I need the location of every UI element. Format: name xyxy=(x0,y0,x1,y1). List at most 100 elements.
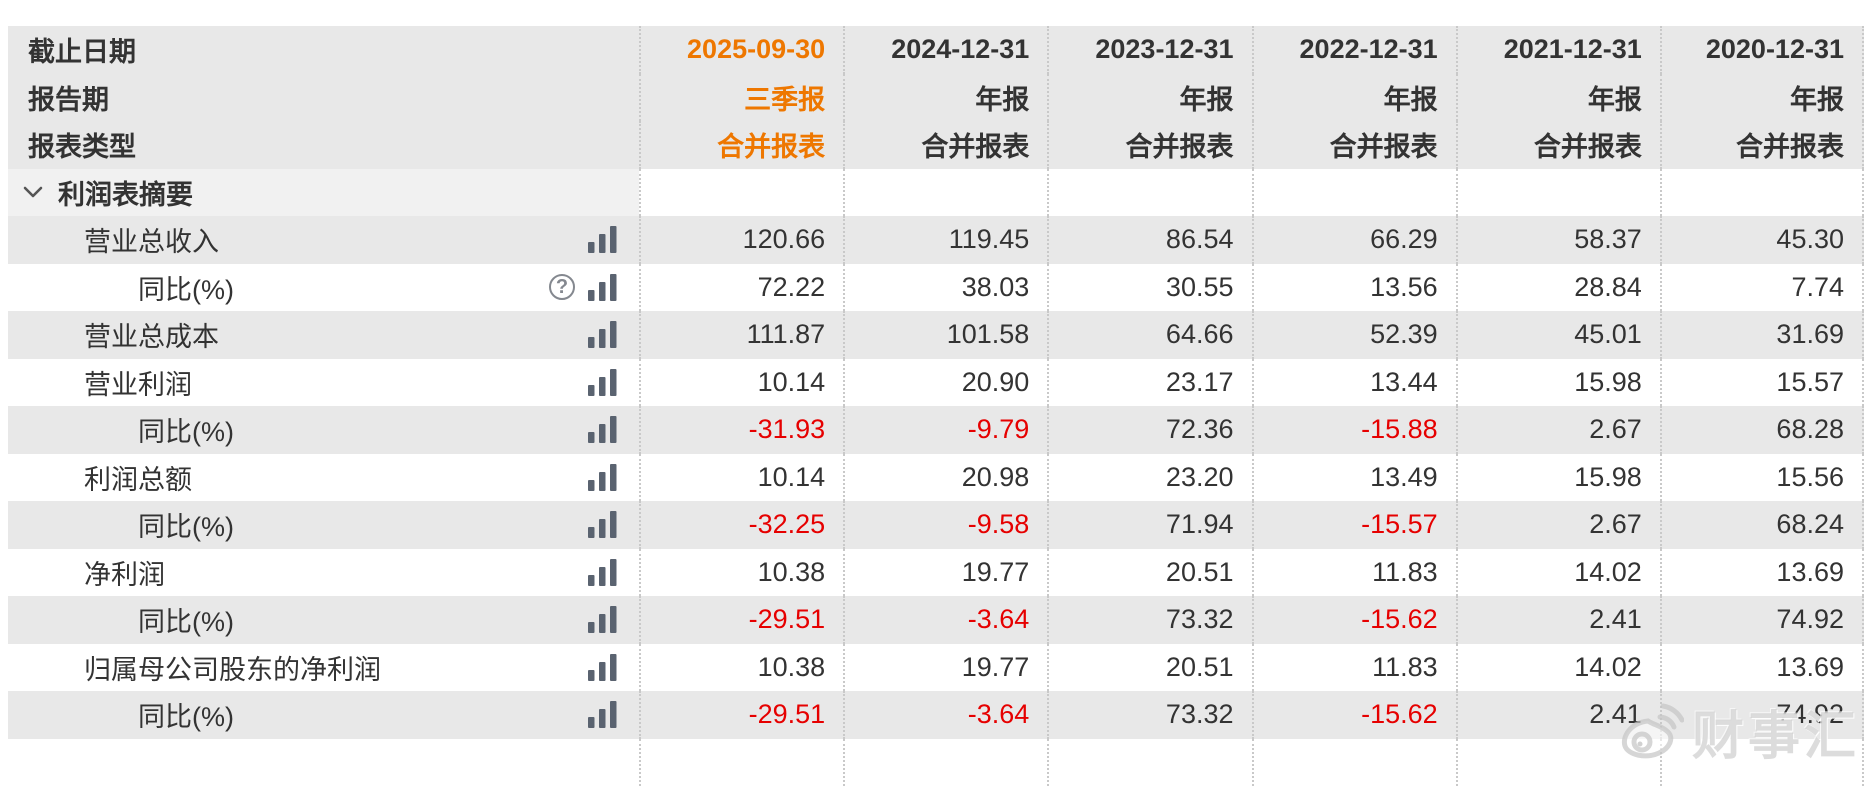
section-cell xyxy=(639,169,843,217)
value-cell: 120.66 xyxy=(639,216,843,264)
header-row-label: 截止日期 xyxy=(8,26,639,74)
value-cell: 45.30 xyxy=(1660,216,1864,264)
value-cell: -3.64 xyxy=(843,596,1047,644)
table-row-partial xyxy=(8,739,1864,786)
section-cell xyxy=(1660,169,1864,217)
value-cell: 13.69 xyxy=(1660,549,1864,597)
value-cell: -3.64 xyxy=(843,691,1047,739)
bar-chart-icon[interactable] xyxy=(588,511,619,538)
header-cell: 合并报表 xyxy=(1660,121,1864,169)
header-row: 报表类型 合并报表合并报表合并报表合并报表合并报表合并报表 xyxy=(8,121,1864,169)
help-icon[interactable]: ? xyxy=(549,274,575,300)
value-cell: -9.79 xyxy=(843,406,1047,454)
value-cell: 2.41 xyxy=(1456,691,1660,739)
header-cell: 合并报表 xyxy=(1252,121,1456,169)
chevron-down-icon[interactable] xyxy=(22,185,44,199)
value-cell: 28.84 xyxy=(1456,264,1660,312)
value-cell: 2.67 xyxy=(1456,406,1660,454)
bar-chart-icon[interactable] xyxy=(588,606,619,633)
value-cell: 20.90 xyxy=(843,359,1047,407)
value-cell: 64.66 xyxy=(1047,311,1251,359)
value-cell: 2.67 xyxy=(1456,501,1660,549)
header-row-label: 报告期 xyxy=(8,74,639,122)
value-cell: 86.54 xyxy=(1047,216,1251,264)
bar-chart-icon[interactable] xyxy=(588,274,619,301)
section-label-cell[interactable]: 利润表摘要 xyxy=(8,169,639,217)
value-cell: 74.92 xyxy=(1660,596,1864,644)
value-cell xyxy=(843,739,1047,786)
header-cell: 2021-12-31 xyxy=(1456,26,1660,74)
value-cell: 13.56 xyxy=(1252,264,1456,312)
value-cell: -15.88 xyxy=(1252,406,1456,454)
value-cell: -15.62 xyxy=(1252,596,1456,644)
bar-chart-icon[interactable] xyxy=(588,416,619,443)
bar-chart-icon[interactable] xyxy=(588,559,619,586)
header-cell: 合并报表 xyxy=(1456,121,1660,169)
value-cell: 101.58 xyxy=(843,311,1047,359)
value-cell: 11.83 xyxy=(1252,549,1456,597)
row-label: 利润总额 xyxy=(84,458,192,497)
value-cell: 73.32 xyxy=(1047,691,1251,739)
value-cell: -15.62 xyxy=(1252,691,1456,739)
value-cell: 15.57 xyxy=(1660,359,1864,407)
value-cell: 72.22 xyxy=(639,264,843,312)
value-cell: 20.51 xyxy=(1047,644,1251,692)
value-cell xyxy=(639,739,843,786)
row-label-cell: 营业总成本 xyxy=(8,311,639,359)
row-label-cell xyxy=(8,739,639,786)
section-title: 利润表摘要 xyxy=(58,173,193,212)
header-cell: 年报 xyxy=(1456,74,1660,122)
row-label: 营业利润 xyxy=(84,363,192,402)
row-label-cell: 同比(%) xyxy=(8,406,639,454)
row-label-cell: 利润总额 xyxy=(8,454,639,502)
bar-chart-icon[interactable] xyxy=(588,701,619,728)
section-cell xyxy=(1456,169,1660,217)
bar-chart-icon[interactable] xyxy=(588,654,619,681)
bar-chart-icon[interactable] xyxy=(588,464,619,491)
header-cell: 年报 xyxy=(1047,74,1251,122)
header-cell: 合并报表 xyxy=(843,121,1047,169)
header-cell: 年报 xyxy=(1252,74,1456,122)
value-cell: -9.58 xyxy=(843,501,1047,549)
header-cell: 年报 xyxy=(843,74,1047,122)
value-cell: 31.69 xyxy=(1660,311,1864,359)
bar-chart-icon[interactable] xyxy=(588,369,619,396)
value-cell: 19.77 xyxy=(843,549,1047,597)
header-cell: 2023-12-31 xyxy=(1047,26,1251,74)
header-cell: 合并报表 xyxy=(1047,121,1251,169)
bar-chart-icon[interactable] xyxy=(588,321,619,348)
value-cell: 68.28 xyxy=(1660,406,1864,454)
row-label: 同比(%) xyxy=(138,600,234,639)
bar-chart-icon[interactable] xyxy=(588,226,619,253)
header-cell: 2020-12-31 xyxy=(1660,26,1864,74)
value-cell: 19.77 xyxy=(843,644,1047,692)
value-cell xyxy=(1047,739,1251,786)
row-label: 营业总成本 xyxy=(84,315,219,354)
value-cell: 38.03 xyxy=(843,264,1047,312)
value-cell: 74.92 xyxy=(1660,691,1864,739)
value-cell: -15.57 xyxy=(1252,501,1456,549)
value-cell: 30.55 xyxy=(1047,264,1251,312)
row-label-cell: 净利润 xyxy=(8,549,639,597)
section-cell xyxy=(1047,169,1251,217)
row-label: 同比(%) xyxy=(138,505,234,544)
row-label: 归属母公司股东的净利润 xyxy=(84,648,381,687)
value-cell: 11.83 xyxy=(1252,644,1456,692)
value-cell: 58.37 xyxy=(1456,216,1660,264)
section-row-income-statement-summary[interactable]: 利润表摘要 xyxy=(8,169,1864,217)
header-cell: 2025-09-30 xyxy=(639,26,843,74)
value-cell: 23.20 xyxy=(1047,454,1251,502)
row-label-cell: 同比(%) xyxy=(8,501,639,549)
header-cell: 三季报 xyxy=(639,74,843,122)
value-cell: 68.24 xyxy=(1660,501,1864,549)
value-cell: 72.36 xyxy=(1047,406,1251,454)
